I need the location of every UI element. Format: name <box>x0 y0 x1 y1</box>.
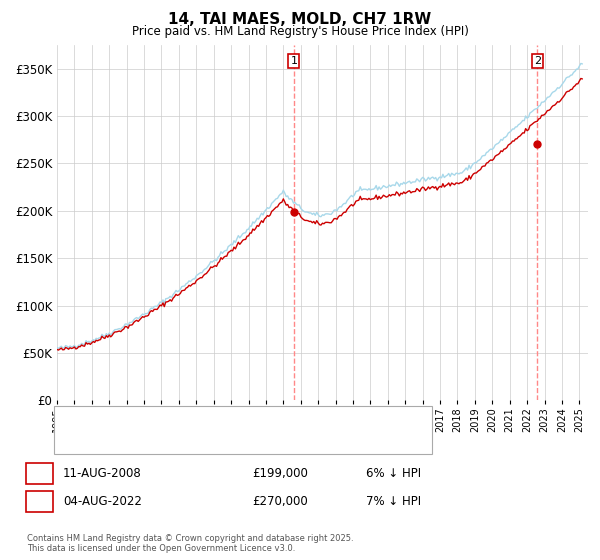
Text: 1: 1 <box>290 56 298 66</box>
Text: 2: 2 <box>534 56 541 66</box>
Text: £199,000: £199,000 <box>252 466 308 480</box>
Text: 1: 1 <box>36 466 43 480</box>
Text: 14, TAI MAES, MOLD, CH7 1RW (detached house): 14, TAI MAES, MOLD, CH7 1RW (detached ho… <box>102 417 358 426</box>
Text: 11-AUG-2008: 11-AUG-2008 <box>63 466 142 480</box>
Text: HPI: Average price, detached house, Flintshire: HPI: Average price, detached house, Flin… <box>102 434 343 444</box>
Text: 7% ↓ HPI: 7% ↓ HPI <box>366 494 421 508</box>
Text: 6% ↓ HPI: 6% ↓ HPI <box>366 466 421 480</box>
Text: Price paid vs. HM Land Registry's House Price Index (HPI): Price paid vs. HM Land Registry's House … <box>131 25 469 38</box>
Text: 2: 2 <box>36 494 43 508</box>
Text: £270,000: £270,000 <box>252 494 308 508</box>
Text: 14, TAI MAES, MOLD, CH7 1RW: 14, TAI MAES, MOLD, CH7 1RW <box>169 12 431 27</box>
Text: 04-AUG-2022: 04-AUG-2022 <box>63 494 142 508</box>
Text: Contains HM Land Registry data © Crown copyright and database right 2025.
This d: Contains HM Land Registry data © Crown c… <box>27 534 353 553</box>
